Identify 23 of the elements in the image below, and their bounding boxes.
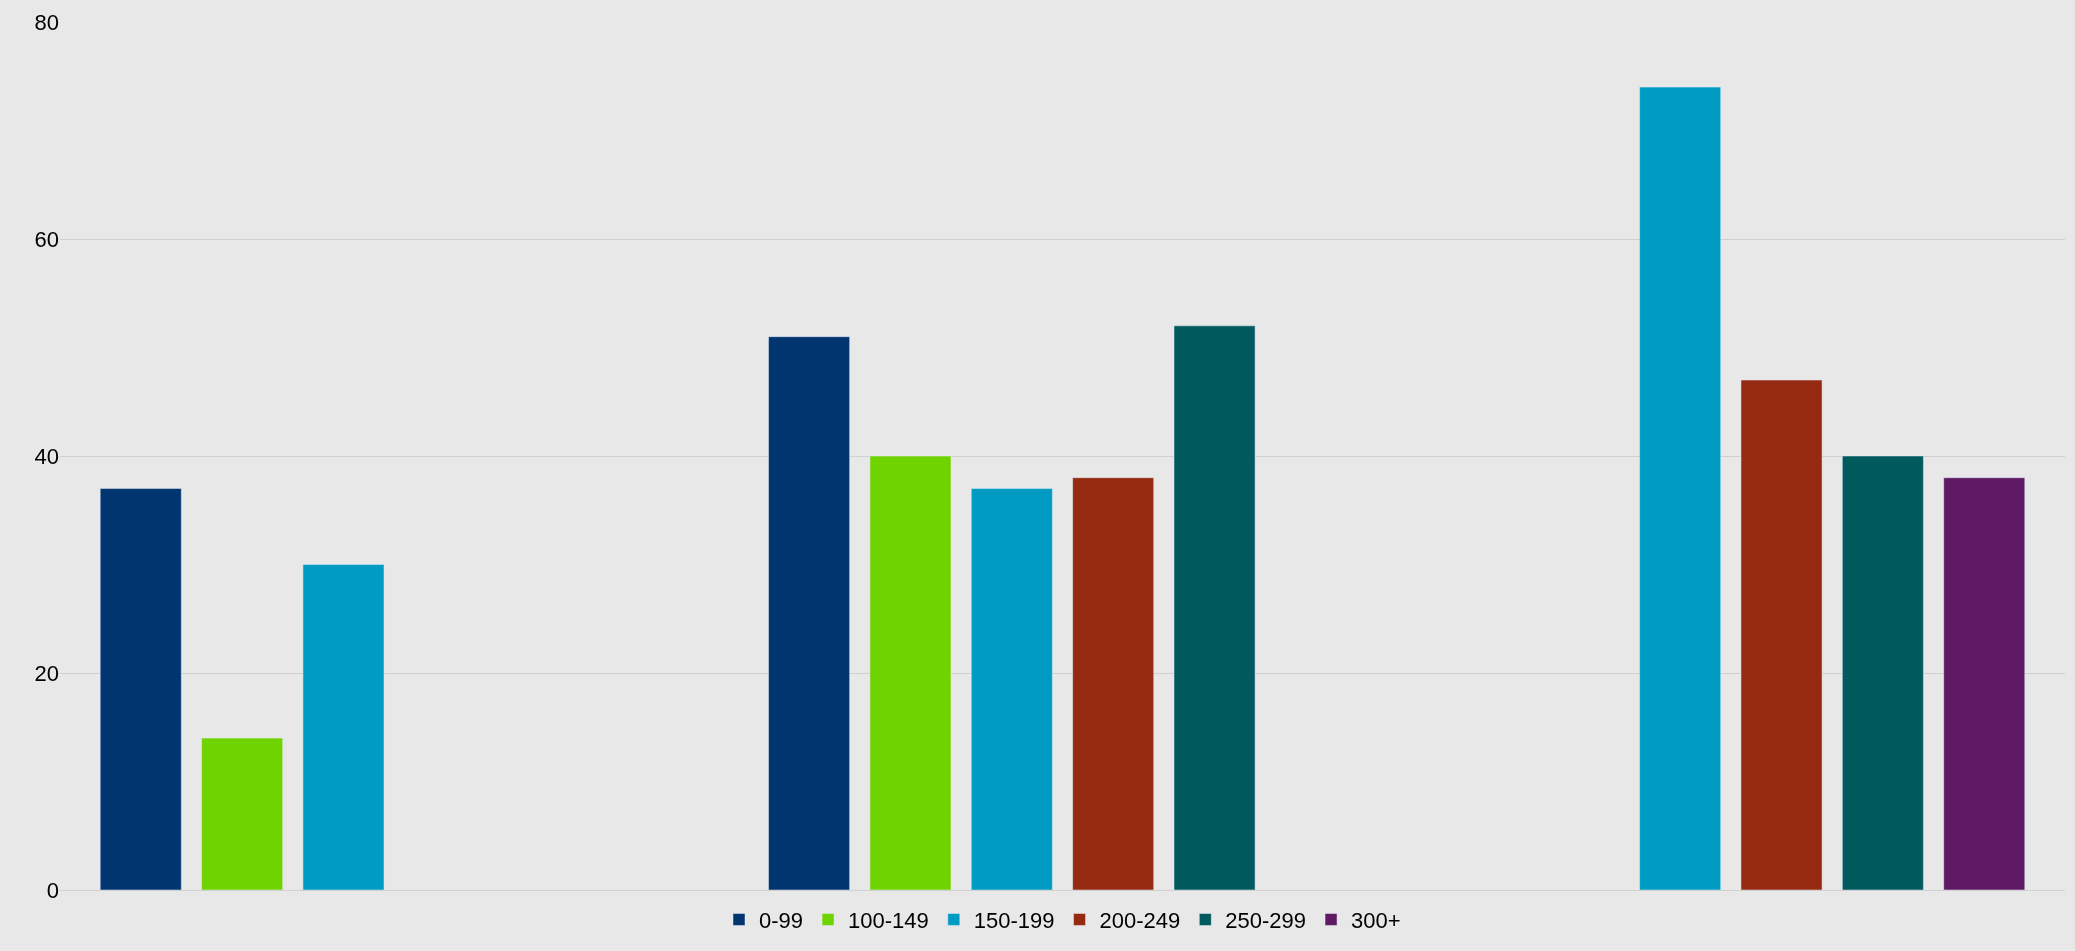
- bar: [869, 455, 952, 890]
- bar: [1943, 477, 2026, 890]
- bar: [768, 336, 850, 890]
- bar: [1639, 86, 1721, 890]
- legend-label: 200-249: [1099, 908, 1181, 934]
- bar: [99, 488, 182, 890]
- bar: [1740, 379, 1823, 890]
- legend-label: 150-199: [973, 908, 1055, 934]
- legend-label: 0-99: [759, 908, 804, 934]
- y-tick-label: 60: [34, 226, 59, 252]
- bar: [1842, 455, 1924, 890]
- y-tick-label: 80: [34, 9, 59, 35]
- bar: [302, 564, 385, 890]
- legend-label: 250-299: [1225, 908, 1307, 934]
- y-tick-label: 20: [34, 660, 59, 686]
- legend-label: 100-149: [848, 908, 929, 934]
- y-tick-label: 40: [34, 443, 59, 469]
- legend-label: 300+: [1351, 908, 1401, 934]
- bar: [201, 737, 283, 890]
- y-tick-label: 0: [46, 877, 59, 903]
- bar: [971, 488, 1053, 890]
- bar: [1072, 477, 1154, 890]
- bar: [1173, 325, 1256, 890]
